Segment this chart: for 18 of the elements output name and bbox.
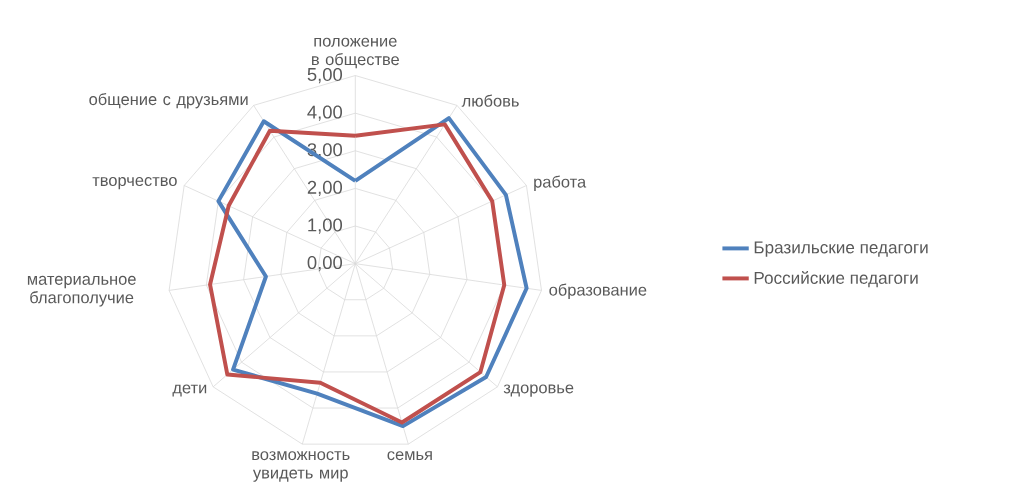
legend-label: Бразильские педагоги [754,241,928,257]
legend-label: Российские педагоги [754,271,918,288]
spoke-label: дети [172,384,207,397]
spoke-label: общение с друзьями [89,92,248,109]
y-tick-label: 2,00 [307,180,343,196]
spoke-label: здоровье [503,384,574,397]
y-tick-label: 4,00 [307,105,343,121]
spoke-label: образование [549,283,647,299]
y-tick-label: 5,00 [307,67,343,84]
spoke-label: творчество [92,176,177,190]
y-tick-label: 0,00 [307,255,343,272]
spoke-label: любовь [461,94,519,107]
spoke-label: положение в обществе [312,37,399,69]
spoke-label: работа [534,175,587,191]
y-tick-label: 1,00 [308,218,343,234]
spoke-label: семья [387,451,432,461]
spoke-label: материальное благополучие [27,275,136,307]
spoke-label: возможность увидеть мир [252,451,350,482]
